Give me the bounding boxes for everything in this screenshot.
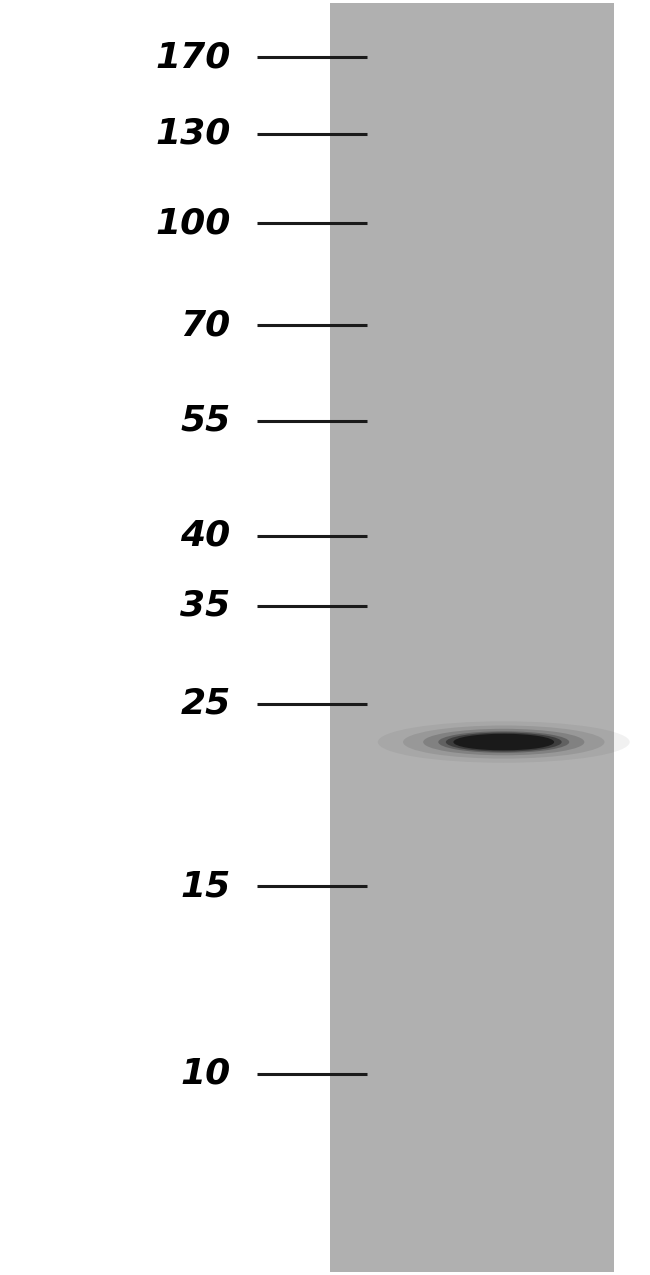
Text: 40: 40 <box>181 519 231 552</box>
Text: 130: 130 <box>155 117 231 150</box>
Text: 70: 70 <box>181 309 231 342</box>
Bar <box>330 3 614 1272</box>
Ellipse shape <box>378 722 630 762</box>
Ellipse shape <box>423 729 584 755</box>
Text: 25: 25 <box>181 687 231 720</box>
Text: 100: 100 <box>155 207 231 240</box>
Ellipse shape <box>446 733 562 751</box>
Text: 10: 10 <box>181 1057 231 1090</box>
Ellipse shape <box>454 734 554 750</box>
Text: 55: 55 <box>181 404 231 437</box>
Ellipse shape <box>403 725 604 759</box>
Text: 35: 35 <box>181 589 231 622</box>
Text: 170: 170 <box>155 41 231 74</box>
Ellipse shape <box>438 732 569 752</box>
Text: 15: 15 <box>181 870 231 903</box>
